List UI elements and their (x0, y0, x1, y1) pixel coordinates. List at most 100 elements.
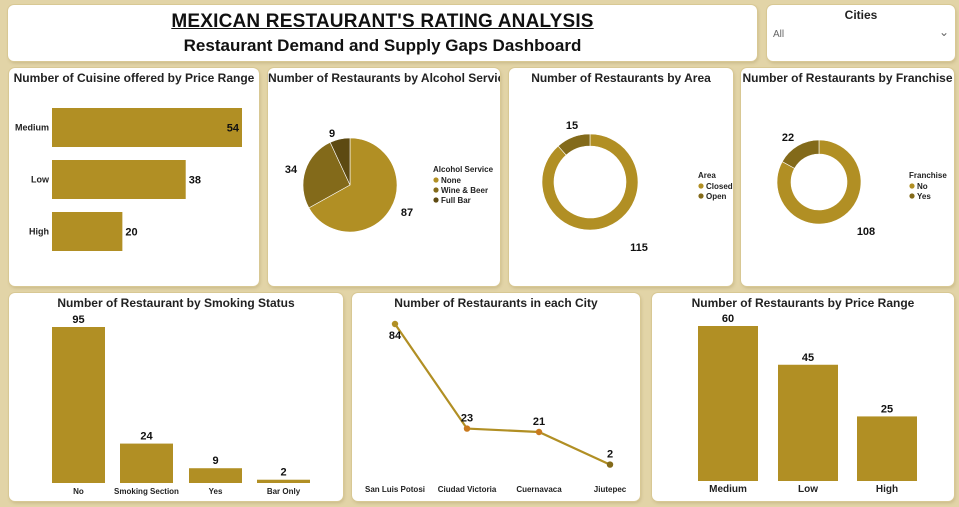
data-point (606, 461, 614, 468)
legend-item: Open (706, 192, 727, 201)
data-label: 24 (140, 431, 153, 443)
cities-dropdown-value: All (773, 29, 785, 40)
bar (778, 364, 838, 481)
legend-marker (698, 193, 704, 199)
chart-price-plot: 60 Medium 45 Low 25 High (698, 313, 917, 495)
data-label: 115 (630, 242, 648, 254)
legend-marker (433, 187, 439, 193)
legend-item: Wine & Beer (441, 186, 488, 195)
slice (557, 133, 591, 156)
category-label: Smoking Section (114, 487, 179, 496)
data-label: 84 (389, 330, 402, 342)
chart-cuisine-card: Number of Cuisine offered by Price Range… (9, 68, 259, 286)
legend-marker (909, 193, 915, 199)
category-label: High (876, 484, 898, 495)
chart-city-card: Number of Restaurants in each City 84 San… (352, 293, 640, 501)
chart-city-plot: 84 San Luis Potosi 23 Ciudad Victoria 21 Cuer… (365, 320, 627, 494)
data-label: 108 (857, 226, 875, 238)
slice (302, 141, 351, 209)
bar (52, 212, 123, 251)
data-label: 15 (566, 120, 578, 132)
legend-marker (909, 183, 915, 189)
legend-item: No (917, 182, 928, 191)
category-label: Low (798, 484, 818, 495)
slice (329, 137, 351, 186)
dashboard-subtitle: Restaurant Demand and Supply Gaps Dashbo… (183, 36, 582, 55)
category-label: Medium (15, 123, 49, 133)
dashboard-title: MEXICAN RESTAURANT'S RATING ANALYSIS (171, 11, 594, 32)
data-label: 22 (782, 132, 794, 144)
legend-marker (698, 183, 704, 189)
dashboard-title-card: MEXICAN RESTAURANT'S RATING ANALYSIS Res… (8, 5, 757, 61)
data-label: 95 (72, 314, 84, 326)
chart-price-title: Number of Restaurants by Price Range (691, 296, 915, 310)
legend-item: None (441, 176, 462, 185)
bar (52, 160, 186, 199)
chart-price-card: Number of Restaurants by Price Range 60 M… (652, 293, 954, 501)
bar (120, 443, 173, 483)
legend-title: Alcohol Service (433, 165, 494, 174)
data-label: 34 (285, 164, 298, 176)
data-label: 20 (125, 227, 137, 239)
legend-marker (433, 177, 439, 183)
chart-franchise-card: Number of Restaurants by Franchise 108 22… (741, 68, 954, 286)
chart-cuisine-title: Number of Cuisine offered by Price Range (13, 71, 255, 85)
chart-cuisine-plot: Medium 54 Low 38 High 20 (15, 108, 242, 251)
chevron-down-icon[interactable]: ⌄ (938, 25, 949, 39)
bar (52, 327, 105, 483)
chart-smoking-plot: 95 No 24 Smoking Section 9 Yes 2 Bar Only (52, 314, 310, 496)
data-label: 2 (280, 467, 286, 479)
legend-marker (433, 197, 439, 203)
legend-title: Franchise (909, 171, 947, 180)
category-label: Bar Only (267, 487, 301, 496)
category-label: Jiutepec (594, 485, 627, 494)
category-label: San Luis Potosi (365, 485, 425, 494)
category-label: Ciudad Victoria (438, 485, 497, 494)
slice (776, 139, 862, 225)
chart-city-title: Number of Restaurants in each City (394, 296, 598, 310)
cities-dropdown[interactable]: All ⌄ (771, 25, 951, 45)
data-label: 9 (212, 455, 218, 467)
bar (189, 468, 242, 483)
data-label: 25 (881, 403, 893, 415)
category-label: Low (31, 175, 50, 185)
slice (541, 133, 639, 231)
legend-item: Full Bar (441, 196, 471, 205)
category-label: Cuernavaca (516, 485, 562, 494)
data-label: 87 (401, 207, 413, 219)
data-point (463, 425, 471, 432)
data-label: 9 (329, 128, 335, 140)
chart-smoking-title: Number of Restaurant by Smoking Status (57, 296, 295, 310)
chart-franchise-title: Number of Restaurants by Franchise (742, 71, 953, 85)
slice (308, 137, 398, 233)
data-point (391, 320, 399, 328)
category-label: High (29, 227, 49, 237)
chart-smoking-card: Number of Restaurant by Smoking Status 9… (9, 293, 343, 501)
slice (781, 139, 820, 169)
bar (257, 479, 310, 483)
legend-item: Closed (706, 182, 733, 191)
chart-area-title: Number of Restaurants by Area (531, 71, 711, 85)
series-line (394, 323, 611, 466)
category-label: Medium (709, 484, 747, 495)
bar (52, 108, 242, 147)
chart-area-card: Number of Restaurants by Area 115 15 Area C… (509, 68, 733, 286)
data-label: 21 (533, 416, 545, 428)
data-label: 60 (722, 313, 734, 325)
data-label: 23 (461, 413, 473, 425)
cities-slicer-title: Cities (844, 8, 878, 22)
bar (857, 416, 917, 481)
chart-alcohol-title: Number of Restaurants by Alcohol Service (268, 71, 500, 85)
data-label: 38 (189, 175, 201, 187)
chart-alcohol-card: Number of Restaurants by Alcohol Service… (268, 68, 500, 286)
bar (698, 326, 758, 481)
data-label: 45 (802, 352, 814, 364)
category-label: Yes (209, 487, 223, 496)
data-label: 2 (607, 449, 613, 461)
legend-title: Area (698, 171, 716, 180)
data-label: 54 (227, 123, 240, 135)
data-point (535, 428, 543, 436)
cities-slicer[interactable]: Cities All ⌄ (767, 5, 955, 61)
